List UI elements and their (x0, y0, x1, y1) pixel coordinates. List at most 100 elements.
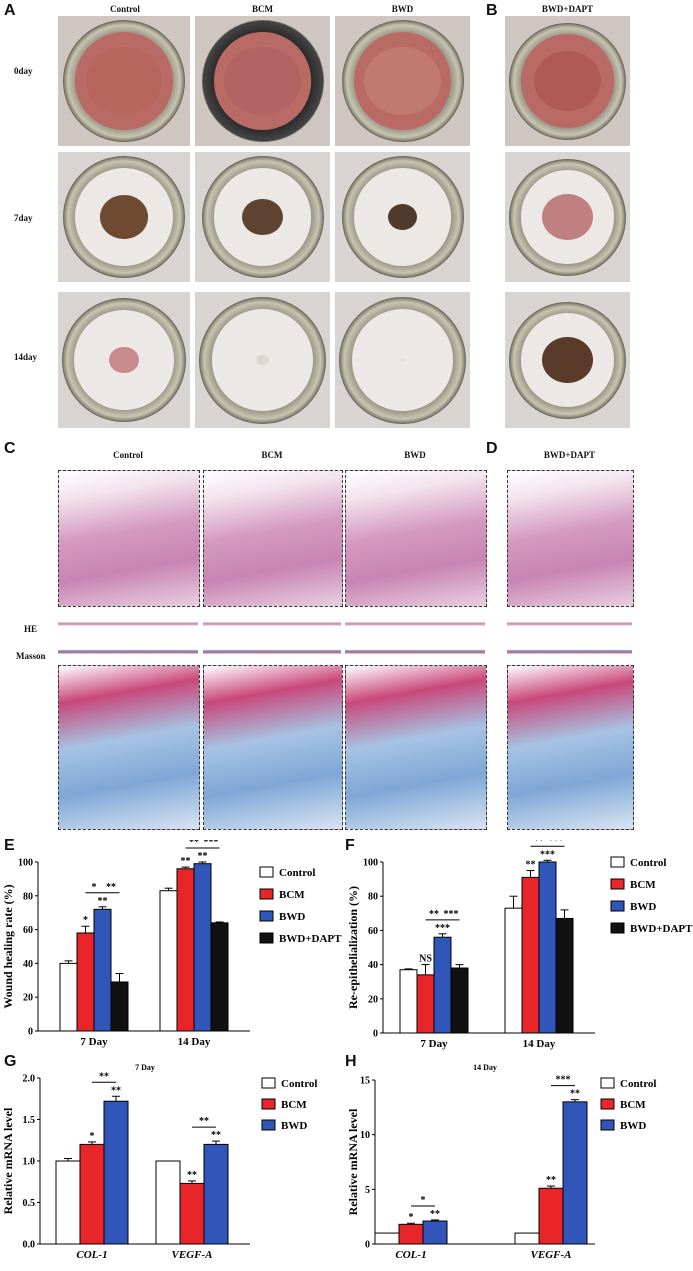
y-tick-label: 0 (373, 1029, 378, 1040)
wound-area (256, 354, 269, 366)
wound-photo (505, 152, 630, 282)
significance-label: * (421, 1195, 426, 1206)
he-section (345, 470, 487, 607)
legend-label: Control (630, 857, 666, 869)
significance-label: ** (99, 1071, 109, 1082)
y-tick-label: 5 (365, 1185, 370, 1196)
significance-label: *** (556, 1075, 571, 1086)
y-axis-label: Relative mRNA level (1, 1107, 15, 1214)
legend-label: BWD (281, 1120, 307, 1132)
bar (193, 863, 212, 1032)
legend-swatch (600, 1119, 615, 1131)
panel-letter-e: E (4, 837, 15, 854)
he-section (203, 470, 343, 607)
y-tick-label: 0.0 (23, 1240, 36, 1251)
masson-overview-strip (507, 646, 632, 658)
x-category-label: 7 Day (80, 1036, 108, 1048)
panel-letter-f: F (345, 837, 355, 854)
significance-label: *** (204, 840, 219, 848)
significance-label: ** (198, 851, 208, 862)
significance-label: ** (570, 1089, 580, 1100)
masson-overview-strip (345, 646, 485, 658)
he-section (58, 470, 200, 607)
significance-label: * (409, 1212, 414, 1223)
x-category-label: 14 Day (523, 1038, 556, 1050)
significance-label: ** (199, 1116, 209, 1127)
bar (110, 981, 129, 1032)
mrna-7day-chart: 7 Day 0.0 0.5 1.0 1.5 2.0 Relative mRNA level *… (1, 1063, 317, 1261)
significance-label: NS (419, 954, 432, 965)
bar (562, 1101, 588, 1245)
wound-photo (505, 292, 630, 428)
legend-label: BWD (630, 901, 656, 913)
y-tick-label: 60 (23, 925, 33, 936)
wound-area (541, 193, 594, 241)
significance-label: ** (106, 882, 116, 893)
y-tick-label: 0 (28, 1027, 33, 1038)
bar (538, 1187, 564, 1245)
bar (450, 967, 469, 1034)
y-tick-label: 1.0 (23, 1157, 36, 1168)
significance-label: ** (181, 856, 191, 867)
significance-label: ** (98, 896, 108, 907)
x-category-label: COL-1 (76, 1249, 107, 1261)
legend-label: BCM (630, 879, 656, 891)
significance-label: ** (111, 1085, 121, 1096)
histo-col-label: BWD (404, 450, 426, 460)
bar (55, 1160, 81, 1245)
photo-col-label: BWD (391, 4, 414, 14)
panel-letter-d: D (486, 440, 498, 457)
masson-section (203, 665, 343, 830)
legend-swatch (261, 1119, 276, 1131)
bar (179, 1182, 205, 1245)
y-axis-label: Relative mRNA level (346, 1108, 360, 1215)
bar (155, 1160, 181, 1245)
significance-label: *** (549, 840, 564, 846)
masson-overview-strip (203, 646, 341, 658)
significance-label: ** (189, 840, 199, 848)
legend-swatch (259, 932, 274, 944)
he-overview-strip (345, 618, 485, 630)
wound-photo (335, 16, 470, 146)
legend-swatch (259, 910, 274, 922)
panel-letter-a: A (4, 2, 16, 19)
chart-title: 7 Day (135, 1063, 155, 1072)
y-tick-label: 60 (368, 926, 378, 937)
legend-swatch (610, 900, 625, 912)
bar (433, 936, 452, 1034)
legend-label: BWD+DAPT (630, 923, 693, 935)
bar (538, 861, 557, 1034)
legend-label: Control (281, 1078, 317, 1090)
photo-row-label: 14day (14, 352, 38, 362)
significance-label: * (92, 882, 97, 893)
bar (416, 974, 435, 1034)
significance-label: ** (526, 860, 536, 871)
wound-photo (195, 152, 330, 282)
wound-area (99, 195, 149, 239)
legend-label: BCM (620, 1099, 646, 1111)
x-category-label: VEGF-A (172, 1249, 213, 1261)
wound-area (533, 50, 602, 112)
y-tick-label: 80 (368, 892, 378, 903)
photo-col-label: BWD+DAPT (541, 4, 594, 14)
he-section (507, 470, 634, 607)
legend-swatch (261, 1098, 276, 1110)
wound-area (109, 346, 139, 374)
he-overview-strip (203, 618, 341, 630)
x-category-label: 14 Day (178, 1036, 211, 1048)
bar (555, 917, 574, 1034)
wound-area (364, 46, 441, 116)
stain-label-masson: Masson (16, 651, 46, 661)
wound-photo (505, 16, 630, 146)
wound-area (224, 46, 301, 116)
significance-label: ** (534, 840, 544, 846)
significance-label: *** (444, 909, 459, 920)
masson-section (345, 665, 487, 830)
masson-section (507, 665, 634, 830)
legend-swatch (261, 1077, 276, 1089)
legend-swatch (610, 922, 625, 934)
wound-area (387, 203, 418, 231)
significance-label: ** (429, 909, 439, 920)
chart-title: 14 Day (473, 1063, 497, 1072)
